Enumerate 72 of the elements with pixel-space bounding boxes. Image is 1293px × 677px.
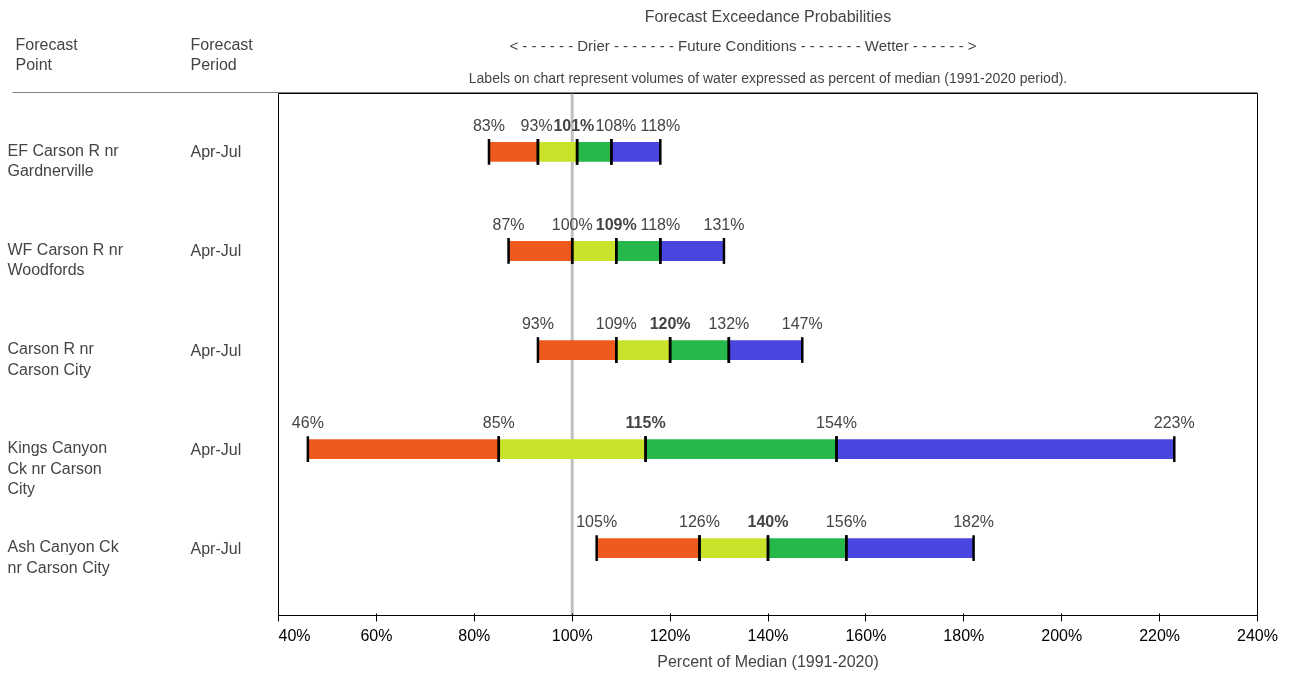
text: Forecast Period	[190, 35, 254, 73]
x-tick-label: 60%	[360, 626, 393, 644]
annotation: 101%	[553, 116, 595, 134]
annotation: 109%	[595, 215, 637, 233]
annotation: 126%	[679, 512, 720, 530]
text: Apr-Jul	[190, 341, 242, 359]
x-tick-label: 240%	[1237, 626, 1278, 644]
text: Apr-Jul	[190, 143, 242, 161]
bar	[728, 340, 803, 360]
bar	[488, 142, 538, 162]
annotation: 100%	[551, 215, 593, 233]
x-tick-label: 220%	[1139, 626, 1181, 644]
annotation: 147%	[781, 314, 823, 332]
x-tick-label: 80%	[458, 626, 491, 644]
bar	[611, 142, 661, 162]
y-tick-label: EF Carson R nr Gardnerville	[7, 142, 120, 180]
bar	[670, 340, 729, 360]
bar	[498, 439, 646, 459]
y-tick-label: Carson R nr Carson City	[7, 340, 95, 378]
annotation: 223%	[1153, 413, 1195, 431]
bar	[508, 241, 573, 261]
bar	[616, 241, 661, 261]
bar	[836, 439, 1175, 459]
text: Apr-Jul	[190, 242, 242, 260]
annotation: 93%	[520, 116, 553, 134]
annotation: 182%	[953, 512, 995, 530]
annotation: 87%	[492, 215, 525, 233]
bar	[537, 340, 617, 360]
y-tick-label: Ash Canyon Ck nr Carson City	[7, 538, 120, 576]
annotation: 118%	[640, 116, 681, 134]
annotation: 109%	[595, 314, 637, 332]
bar	[572, 241, 617, 261]
bar	[577, 142, 612, 162]
annotation: 105%	[576, 512, 618, 530]
annotation: 140%	[747, 512, 789, 530]
annotation: 93%	[521, 314, 554, 332]
x-tick-label: 140%	[747, 626, 789, 644]
x-tick-label: 160%	[845, 626, 887, 644]
bar	[660, 241, 724, 261]
text: Apr-Jul	[190, 440, 242, 458]
x-tick-label: 40%	[278, 626, 311, 644]
chart-subtitle: < - - - - - - Drier - - - - - - - Future Conditions - - - - - - - Wetter - - - - - - >	[509, 37, 977, 54]
annotation: 115%	[625, 413, 666, 431]
bar	[537, 142, 578, 162]
annotation: 154%	[816, 413, 857, 431]
y-tick-label: WF Carson R nr Woodfords	[7, 241, 124, 279]
x-tick-label: 200%	[1041, 626, 1083, 644]
y-tick-label: Kings Canyon Ck nr Carson City	[7, 439, 108, 497]
annotation: 132%	[708, 314, 750, 332]
bar	[768, 538, 847, 559]
x-tick-label: 100%	[551, 626, 593, 644]
bar	[596, 538, 700, 559]
text: Forecast Point	[15, 35, 79, 73]
bar	[645, 439, 837, 459]
x-tick-label: 180%	[943, 626, 985, 644]
text: Labels on chart represent volumes of water expressed as percent of median (1991-2020 period).	[468, 69, 1068, 86]
bar	[846, 538, 974, 559]
annotation: 85%	[482, 413, 515, 431]
bar	[307, 439, 499, 459]
annotation: 83%	[472, 116, 505, 134]
annotation: 46%	[291, 413, 324, 431]
annotation: 156%	[825, 512, 867, 530]
chart-title: Forecast Exceedance Probabilities	[644, 8, 892, 25]
bar	[616, 340, 671, 360]
text: Apr-Jul	[190, 539, 242, 557]
bar	[699, 538, 768, 559]
x-tick-label: 120%	[649, 626, 691, 644]
annotation: 131%	[703, 215, 745, 233]
annotation: 108%	[595, 116, 637, 134]
annotation: 120%	[649, 314, 691, 332]
x-axis-title: Percent of Median (1991-2020)	[657, 652, 879, 670]
annotation: 118%	[640, 215, 681, 233]
